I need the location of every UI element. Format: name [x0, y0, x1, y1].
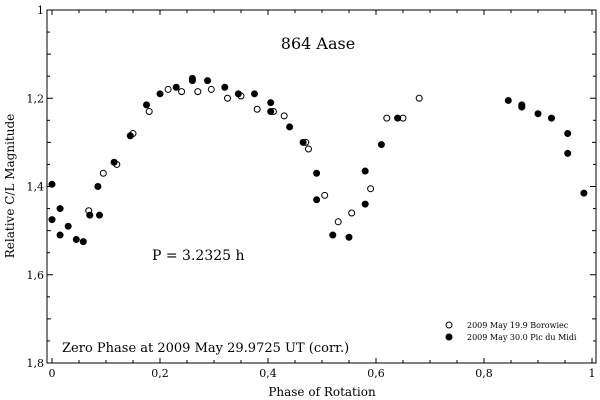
chart-title: 864 Aase	[281, 34, 355, 53]
data-point-pic-du-midi	[548, 114, 555, 122]
data-point-borowiec	[178, 88, 186, 96]
data-point-pic-du-midi	[267, 99, 275, 107]
zero-phase-annotation: Zero Phase at 2009 May 29.9725 UT (corr.…	[62, 341, 349, 356]
data-point-pic-du-midi	[56, 231, 64, 239]
data-point-pic-du-midi	[48, 180, 56, 188]
data-point-pic-du-midi	[64, 222, 72, 230]
data-point-borowiec	[253, 105, 261, 113]
data-point-borowiec	[164, 85, 172, 93]
legend-label-pic-du-midi: 2009 May 30.0 Pic du Midi	[467, 333, 577, 342]
plot-frame	[46, 9, 597, 364]
data-point-pic-du-midi	[286, 123, 294, 131]
data-points	[48, 74, 588, 246]
y-tick-label: 1,2	[27, 92, 45, 105]
data-point-borowiec	[383, 114, 391, 122]
data-point-pic-du-midi	[299, 138, 307, 146]
data-point-pic-du-midi	[518, 103, 526, 111]
legend-open-circle-marker	[445, 321, 453, 329]
data-point-borowiec	[194, 88, 202, 96]
data-point-pic-du-midi	[172, 83, 180, 91]
data-point-borowiec	[305, 145, 312, 153]
data-point-borowiec	[224, 94, 231, 102]
data-point-pic-du-midi	[564, 149, 572, 157]
data-point-borowiec	[415, 94, 423, 102]
data-point-pic-du-midi	[79, 238, 87, 246]
data-point-pic-du-midi	[377, 141, 385, 149]
data-point-pic-du-midi	[156, 90, 164, 98]
data-point-pic-du-midi	[345, 233, 353, 241]
data-point-pic-du-midi	[126, 132, 134, 140]
data-point-pic-du-midi	[534, 110, 542, 118]
data-point-pic-du-midi	[188, 77, 196, 85]
data-point-pic-du-midi	[234, 90, 242, 98]
data-point-borowiec	[207, 85, 215, 93]
data-point-pic-du-midi	[110, 158, 118, 166]
data-point-pic-du-midi	[564, 130, 572, 138]
y-tick-label: 1	[37, 4, 44, 17]
data-point-borowiec	[99, 169, 107, 177]
data-point-pic-du-midi	[504, 96, 512, 104]
data-point-pic-du-midi	[72, 235, 80, 243]
data-point-pic-du-midi	[394, 114, 402, 122]
data-point-pic-du-midi	[204, 77, 212, 85]
data-point-pic-du-midi	[86, 211, 94, 219]
x-axis-title: Phase of Rotation	[268, 385, 376, 399]
y-tick-label: 1,8	[27, 357, 45, 370]
x-tick-label: 0,8	[475, 367, 493, 380]
data-point-borowiec	[334, 218, 342, 226]
x-tick-label: 0,6	[367, 367, 385, 380]
data-point-pic-du-midi	[361, 167, 369, 175]
data-point-borowiec	[348, 209, 356, 217]
data-point-pic-du-midi	[56, 205, 64, 213]
axis-ticks: 0 0,2 0,4 0,6 0,8 1 1 1,2 1,4 1,6 1,8	[27, 4, 596, 380]
data-point-pic-du-midi	[251, 90, 258, 98]
x-tick-label: 0,4	[259, 367, 277, 380]
data-point-pic-du-midi	[329, 231, 337, 239]
y-tick-label: 1,4	[27, 181, 45, 194]
data-point-pic-du-midi	[96, 211, 104, 219]
data-point-pic-du-midi	[313, 169, 321, 177]
data-point-pic-du-midi	[580, 189, 588, 197]
x-tick-label: 0	[49, 367, 56, 380]
data-point-borowiec	[280, 112, 288, 120]
data-point-pic-du-midi	[361, 200, 369, 208]
data-point-pic-du-midi	[48, 216, 56, 224]
x-tick-label: 0,2	[151, 367, 169, 380]
data-point-pic-du-midi	[221, 83, 229, 91]
data-point-pic-du-midi	[313, 196, 321, 204]
y-axis-title: Relative C/L Magnitude	[3, 114, 17, 259]
data-point-borowiec	[321, 191, 329, 199]
legend-filled-circle-marker	[445, 333, 453, 341]
period-annotation: P = 3.2325 h	[152, 248, 245, 264]
data-point-borowiec	[367, 185, 375, 193]
data-point-borowiec	[145, 107, 153, 115]
data-point-pic-du-midi	[267, 107, 275, 115]
x-tick-label: 1	[589, 367, 596, 380]
y-tick-label: 1,6	[27, 269, 45, 282]
data-point-pic-du-midi	[94, 183, 102, 190]
legend-label-borowiec: 2009 May 19.9 Borowiec	[467, 321, 569, 330]
data-point-pic-du-midi	[143, 101, 150, 109]
legend: 2009 May 19.9 Borowiec 2009 May 30.0 Pic…	[445, 321, 577, 342]
